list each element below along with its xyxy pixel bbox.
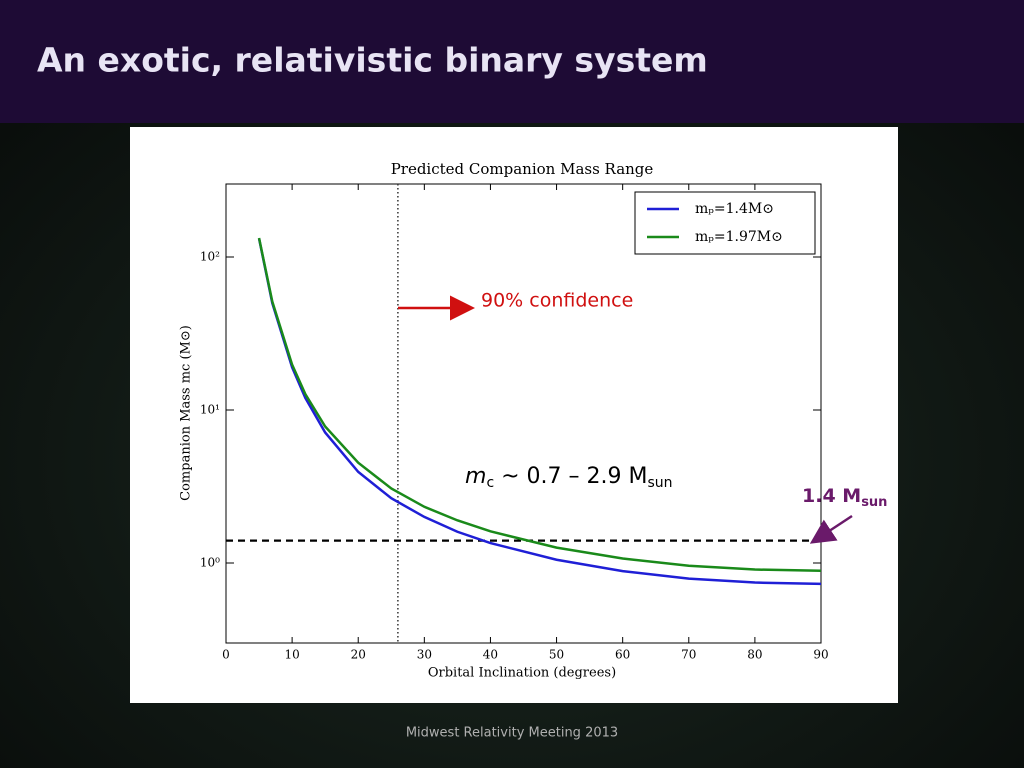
mass-sub: sun	[861, 495, 887, 510]
chart-title: Predicted Companion Mass Range	[391, 160, 654, 178]
x-tick-label: 10	[284, 648, 299, 662]
x-tick-label: 20	[351, 648, 366, 662]
arrow	[809, 514, 853, 544]
y-tick-label: 10⁰	[200, 555, 220, 569]
mass-label: 1.4 Msun	[802, 485, 887, 510]
y-tick-label: 10¹	[200, 402, 220, 416]
footer: Midwest Relativity Meeting 2013	[406, 726, 618, 741]
legend-label: mₚ=1.97M⊙	[695, 229, 783, 245]
series-line	[257, 237, 822, 572]
range-text: ~ 0.7 – 2.9 M	[494, 464, 647, 489]
x-tick-label: 90	[813, 648, 828, 662]
range-m: m	[465, 464, 486, 489]
range-sub: sun	[648, 475, 673, 491]
confidence-label: 90% confidence	[481, 290, 633, 312]
x-tick-label: 50	[549, 648, 564, 662]
y-tick-label: 10²	[200, 249, 220, 263]
series-line	[257, 238, 822, 586]
x-tick-label: 70	[681, 648, 696, 662]
x-tick-label: 30	[417, 648, 432, 662]
x-tick-label: 60	[615, 648, 630, 662]
mass-text: 1.4 M	[802, 485, 861, 507]
legend-label: mₚ=1.4M⊙	[695, 201, 774, 217]
plot: 0 10 20 30 40 50 60 70 80 90 10⁰ 10¹ 10² mₚ=1.4M⊙ mₚ=1…	[200, 183, 829, 662]
slide-title: An exotic, relativistic binary system	[37, 41, 708, 80]
plot-frame	[225, 183, 822, 644]
legend-box	[634, 191, 816, 255]
x-axis-label: Orbital Inclination (degrees)	[428, 666, 616, 681]
range-sub: c	[486, 475, 494, 491]
x-tick-label: 40	[483, 648, 498, 662]
title-bar	[0, 0, 1024, 123]
x-tick-label: 80	[747, 648, 762, 662]
x-tick-label: 0	[222, 648, 230, 662]
range-label: mc ~ 0.7 – 2.9 Msun	[465, 464, 673, 491]
y-axis-label: Companion Mass mc (M⊙)	[179, 325, 194, 501]
